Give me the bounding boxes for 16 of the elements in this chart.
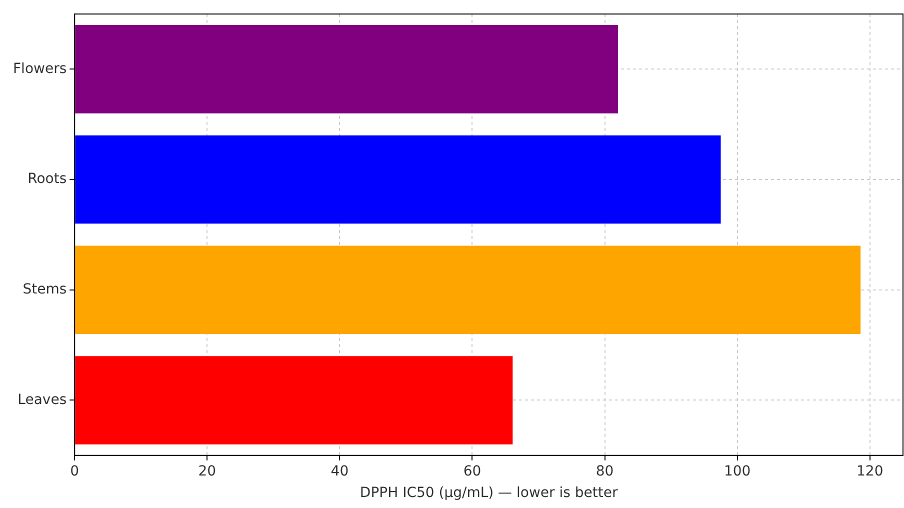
bar [75,356,513,444]
x-tick-label: 100 [724,463,751,480]
x-tick-label: 80 [596,463,614,480]
x-tick-label: 60 [463,463,482,480]
x-axis-title: DPPH IC50 (µg/mL) — lower is better [360,485,618,502]
x-tick-label: 0 [70,463,80,480]
x-tick-label: 20 [198,463,216,480]
x-tick-label: 40 [330,463,349,480]
bar [75,25,618,114]
y-tick-label: Leaves [18,392,67,408]
y-tick-label: Flowers [12,60,67,77]
y-tick-label: Roots [28,171,67,188]
y-tick-label: Stems [22,282,67,298]
x-tick-label: 120 [856,463,884,480]
bar [75,246,861,334]
bar [75,135,721,224]
